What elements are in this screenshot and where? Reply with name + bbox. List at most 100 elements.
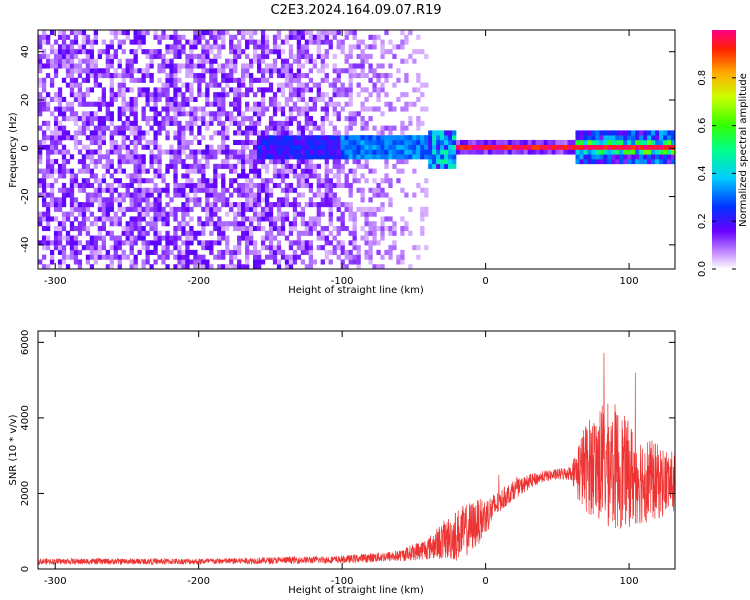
spectrogram-cell xyxy=(507,149,513,155)
spectrogram-cell xyxy=(85,39,91,45)
spectrogram-cell xyxy=(221,77,226,83)
spectrogram-cell xyxy=(272,235,278,241)
spectrogram-cell xyxy=(181,159,186,165)
spectrogram-cell xyxy=(237,120,242,126)
spectrogram-cell xyxy=(436,159,441,165)
spectrogram-cell xyxy=(384,139,389,146)
spectrogram-cell xyxy=(336,254,341,260)
spectrogram-cell xyxy=(229,264,234,269)
spectrogram-cell xyxy=(193,197,198,203)
spectrogram-cell xyxy=(340,82,345,88)
spectrogram-cell xyxy=(264,216,270,222)
spectrogram-cell xyxy=(201,221,206,227)
spectrogram-cell xyxy=(384,144,389,150)
spectrogram-cell xyxy=(237,87,242,93)
spectrogram-cell xyxy=(221,34,226,40)
spectrogram-cell xyxy=(252,254,258,260)
spectrogram-cell xyxy=(161,106,166,112)
spectrogram-cell xyxy=(304,159,310,165)
spectrogram-cell xyxy=(272,39,278,45)
spectrogram-cell xyxy=(579,159,584,165)
spectrogram-cell xyxy=(300,139,306,146)
spectrogram-cell xyxy=(320,211,325,217)
spectrogram-cell xyxy=(189,168,194,174)
spectrogram-cell xyxy=(268,192,274,198)
spectrogram-cell xyxy=(197,106,202,112)
spectrogram-cell xyxy=(61,245,67,251)
spectrogram-cell xyxy=(185,211,190,217)
spectrogram-cell xyxy=(396,168,401,174)
spectrogram-cell xyxy=(185,101,190,107)
spectrogram-cell xyxy=(189,63,194,69)
spectrogram-cell xyxy=(543,139,548,146)
spectrogram-cell xyxy=(38,53,43,59)
spectrogram-cell xyxy=(245,53,250,59)
spectrogram-cell xyxy=(268,254,274,260)
spectrogram-cell xyxy=(237,206,242,212)
spectrogram-cell xyxy=(153,230,158,236)
spectrogram-cell xyxy=(336,30,341,36)
spectrogram-cell xyxy=(93,111,99,117)
spectrogram-cell xyxy=(328,182,333,189)
spectrogram-cell xyxy=(344,34,349,40)
spectrogram-cell xyxy=(49,163,55,169)
spectrogram-cell xyxy=(316,235,321,241)
spectrogram-cell xyxy=(193,135,198,141)
spectrogram-cell xyxy=(45,206,51,212)
spectrogram-cell xyxy=(137,206,142,212)
spectrogram-cell xyxy=(237,82,242,88)
spectrogram-cell xyxy=(256,111,262,117)
spectrogram-cell xyxy=(344,58,349,64)
spectrogram-cell xyxy=(245,130,250,136)
spectrogram-cell xyxy=(85,144,91,150)
spectrogram-cell xyxy=(352,159,357,165)
spectrogram-cell xyxy=(153,101,158,107)
spectrogram-cell xyxy=(352,225,357,232)
spectrogram-cell xyxy=(81,116,87,122)
spectrogram-cell xyxy=(539,144,544,150)
spectrogram-cell xyxy=(332,139,337,146)
spectrogram-cell xyxy=(344,53,349,59)
spectrogram-cell xyxy=(368,77,373,83)
spectrogram-cell xyxy=(193,63,198,69)
spectrogram-cell xyxy=(276,44,282,50)
spectrogram-cell xyxy=(348,73,353,79)
spectrogram-cell xyxy=(189,230,194,236)
spectrogram-cell xyxy=(45,245,51,251)
spectrogram-cell xyxy=(288,63,294,69)
spectrogram-cell xyxy=(440,149,445,155)
spectrogram-cell xyxy=(352,120,357,126)
spectrogram-cell xyxy=(93,159,99,165)
spectrogram-cell xyxy=(241,187,246,193)
spectrogram-cell xyxy=(193,39,198,45)
spectrogram-cell xyxy=(296,111,302,117)
spectrogram-cell xyxy=(368,68,373,74)
spectrogram-cell xyxy=(201,259,206,265)
spectrogram-cell xyxy=(185,240,190,246)
spectrogram-cell xyxy=(153,154,158,160)
spectrogram-cell xyxy=(45,149,51,155)
spectrogram-cell xyxy=(364,240,369,246)
spectrogram-cell xyxy=(229,254,234,260)
spectrogram-cell xyxy=(157,173,162,179)
spectrogram-cell xyxy=(412,101,417,107)
spectrogram-cell xyxy=(452,159,457,165)
spectrogram-cell xyxy=(109,139,114,146)
spectrogram-cell xyxy=(189,225,194,232)
spectrogram-cell xyxy=(284,116,290,122)
spectrogram-cell xyxy=(288,111,294,117)
spectrogram-cell xyxy=(61,235,67,241)
spectrogram-cell xyxy=(256,63,262,69)
y-tick-label: 4000 xyxy=(20,405,31,430)
spectrogram-cell xyxy=(332,92,337,98)
spectrogram-cell xyxy=(344,101,349,107)
spectrogram-cell xyxy=(260,73,266,79)
spectrogram-cell xyxy=(276,245,282,251)
spectrogram-cell xyxy=(201,154,206,160)
spectrogram-cell xyxy=(45,39,51,45)
spectrogram-cell xyxy=(121,159,126,165)
spectrogram-cell xyxy=(416,135,421,141)
spectrogram-cell xyxy=(264,187,270,193)
spectrogram-cell xyxy=(348,101,353,107)
spectrogram-cell xyxy=(444,144,449,150)
